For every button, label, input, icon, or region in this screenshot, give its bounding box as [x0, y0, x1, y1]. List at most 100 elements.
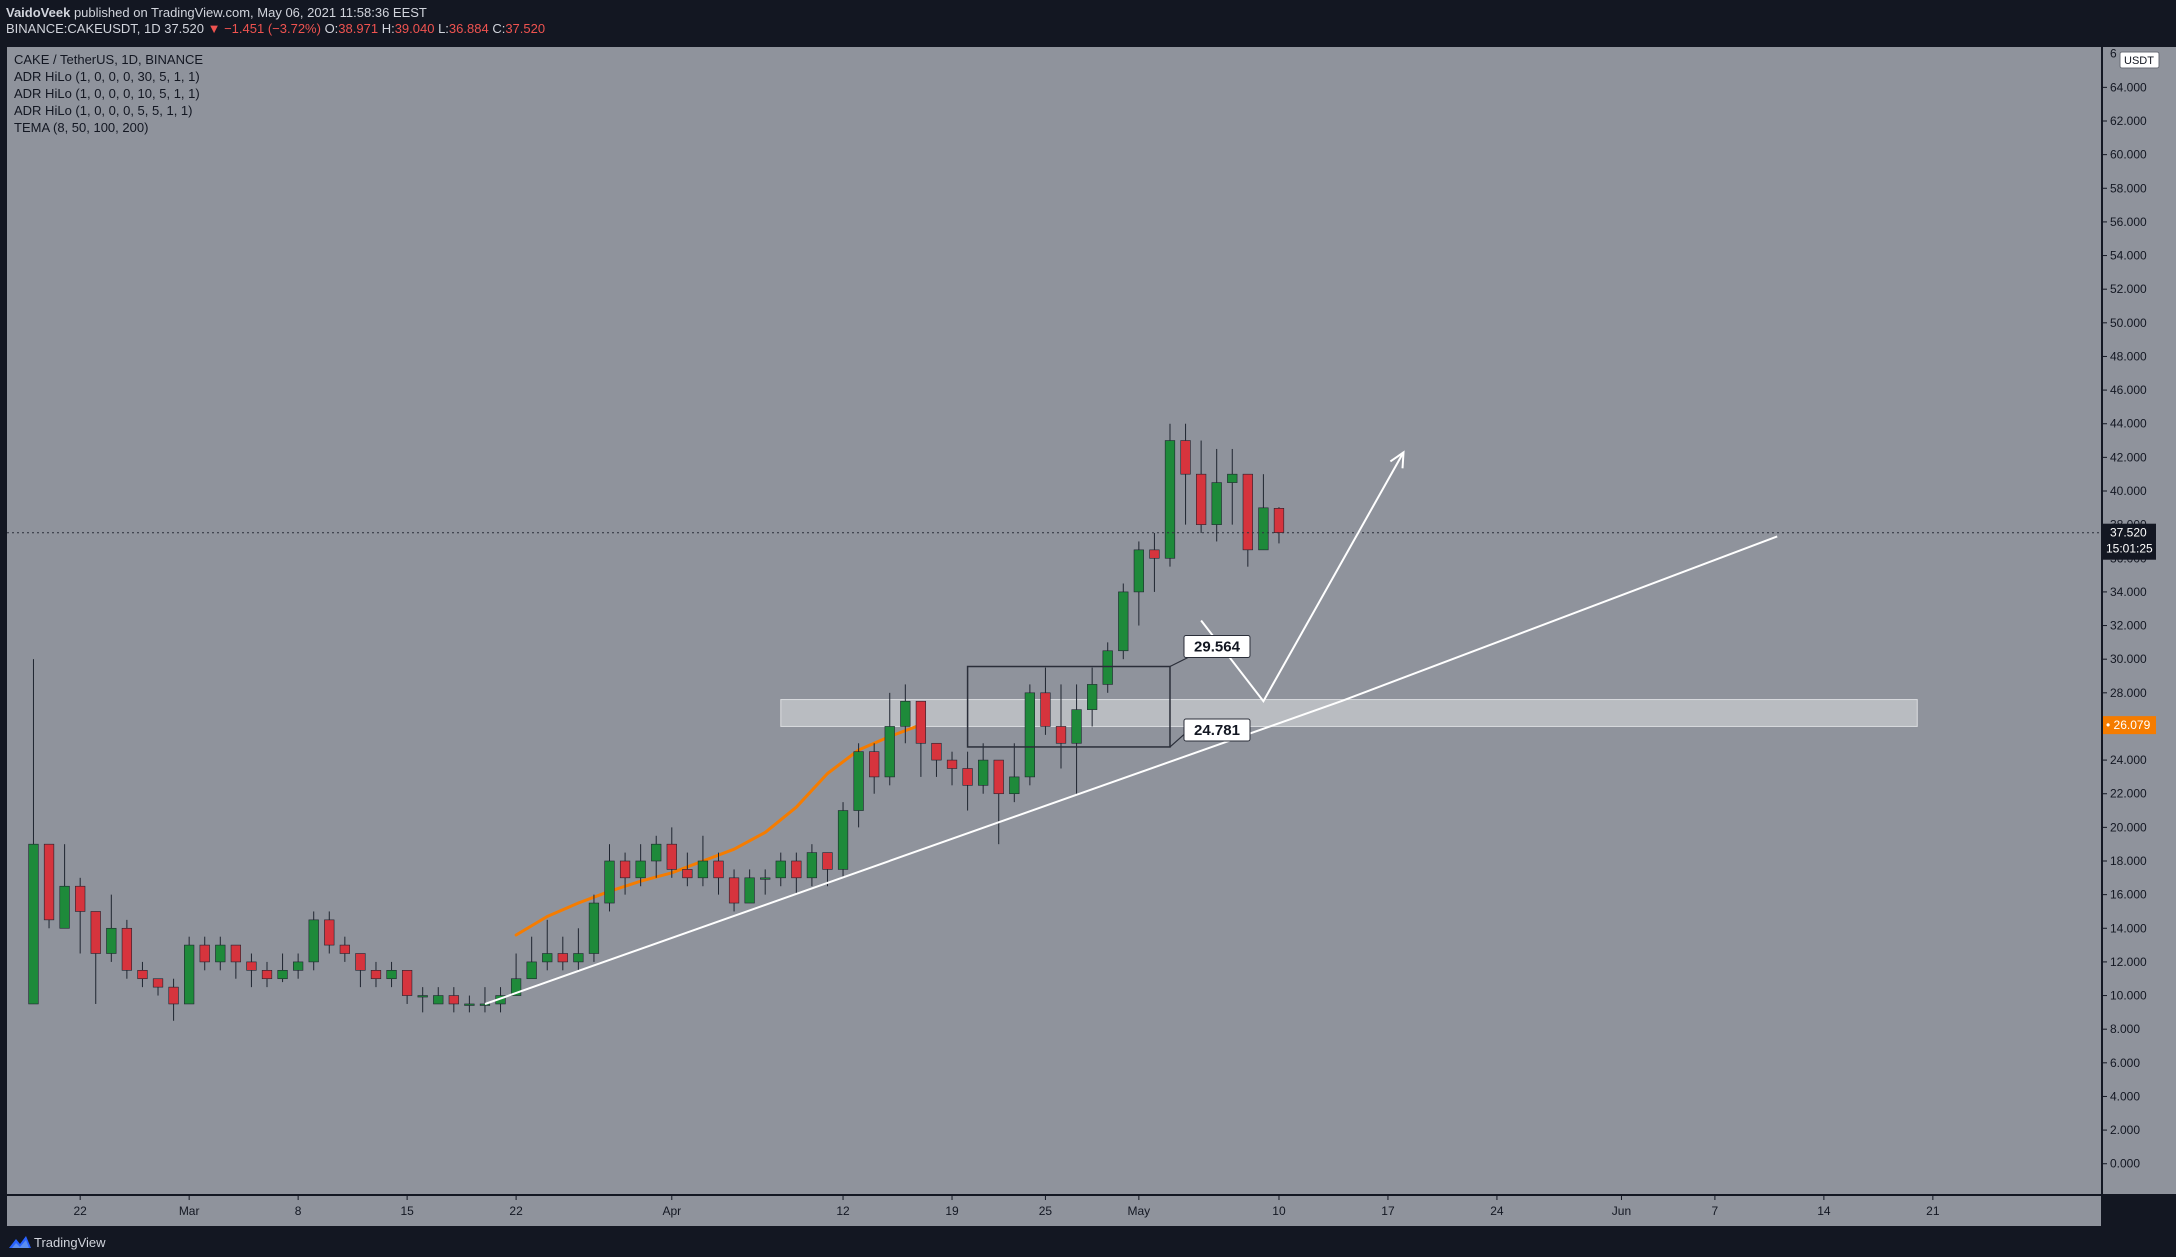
candle[interactable] [837, 802, 849, 878]
candle[interactable] [853, 743, 864, 828]
candle[interactable] [1195, 440, 1207, 534]
price-callout[interactable]: 29.564 [1169, 635, 1251, 668]
legend-indicator[interactable]: ADR HiLo (1, 0, 0, 0, 10, 5, 1, 1) [14, 86, 200, 101]
candle[interactable] [152, 978, 164, 996]
candle[interactable] [1118, 583, 1129, 660]
candle[interactable] [246, 953, 257, 988]
candle[interactable] [604, 844, 615, 912]
trendline[interactable] [484, 535, 1778, 1005]
candle[interactable] [978, 743, 989, 794]
candle[interactable] [697, 835, 709, 887]
candle[interactable] [106, 894, 117, 962]
candle[interactable] [401, 970, 413, 1004]
candle[interactable] [1071, 684, 1082, 794]
candle[interactable] [168, 978, 179, 1021]
candle[interactable] [1055, 684, 1067, 769]
candle[interactable] [915, 700, 927, 777]
candle[interactable] [464, 995, 475, 1013]
candle[interactable] [744, 869, 755, 904]
candle[interactable] [59, 844, 70, 929]
candle[interactable] [43, 843, 55, 929]
time-axis[interactable] [7, 1196, 2101, 1226]
candle[interactable] [713, 852, 724, 895]
candle[interactable] [946, 751, 958, 786]
candle[interactable] [557, 936, 568, 971]
candle[interactable] [1164, 423, 1176, 567]
candle[interactable] [573, 928, 584, 971]
candle[interactable] [448, 987, 459, 1013]
candle[interactable] [635, 844, 646, 887]
candle[interactable] [869, 743, 880, 794]
candle[interactable] [542, 919, 553, 971]
candle[interactable] [293, 953, 304, 979]
candle[interactable] [666, 827, 677, 878]
x-tick-label: 12 [836, 1204, 850, 1218]
candle[interactable] [277, 953, 288, 983]
candle[interactable] [962, 751, 973, 811]
candle[interactable] [28, 659, 39, 1005]
footer-brand[interactable]: TradingView [34, 1235, 106, 1250]
candle[interactable] [215, 936, 226, 971]
price-callout[interactable]: 24.781 [1169, 718, 1251, 748]
candle[interactable] [324, 911, 335, 954]
candle[interactable] [308, 911, 319, 971]
legend-symbol[interactable]: CAKE / TetherUS, 1D, BINANCE [14, 52, 203, 67]
candle[interactable] [261, 961, 273, 988]
candle[interactable] [417, 987, 428, 1013]
candle[interactable] [355, 953, 366, 988]
candle[interactable] [1087, 667, 1098, 727]
candle[interactable] [510, 953, 522, 996]
range-box[interactable] [966, 665, 1171, 748]
candle[interactable] [1102, 642, 1113, 693]
candle[interactable] [791, 852, 802, 895]
candle[interactable] [1211, 448, 1222, 542]
candle[interactable] [75, 877, 86, 954]
last-price-tag[interactable]: 37.520 15:01:25 [2103, 523, 2156, 560]
author-name[interactable]: VaidoVeek [6, 5, 71, 20]
candle[interactable] [682, 852, 693, 887]
candle[interactable] [184, 936, 195, 1005]
tema-price-tag[interactable]: • 26.079 [2103, 716, 2156, 735]
candle[interactable] [386, 961, 397, 988]
candle[interactable] [433, 987, 444, 1005]
candle[interactable] [1040, 667, 1051, 735]
candle[interactable] [900, 684, 911, 744]
legend-indicator[interactable]: TEMA (8, 50, 100, 200) [14, 120, 148, 135]
candle[interactable] [479, 987, 491, 1013]
candle[interactable] [137, 961, 148, 988]
candle[interactable] [651, 835, 662, 878]
candle[interactable] [526, 936, 537, 980]
plot-pane[interactable] [7, 47, 2101, 1194]
candle[interactable] [728, 869, 740, 912]
candle[interactable] [619, 852, 631, 895]
candle[interactable] [931, 742, 942, 777]
candle[interactable] [339, 936, 350, 962]
candle[interactable] [121, 919, 133, 979]
support-zone[interactable] [780, 699, 1918, 727]
candle[interactable] [822, 852, 833, 887]
currency-badge[interactable]: USDT [2119, 51, 2160, 69]
tradingview-logo-icon[interactable] [8, 1234, 32, 1250]
candle[interactable] [884, 692, 895, 786]
legend-indicator[interactable]: ADR HiLo (1, 0, 0, 0, 5, 5, 1, 1) [14, 103, 192, 118]
candle[interactable] [1009, 743, 1020, 803]
candle[interactable] [1180, 423, 1191, 525]
candle[interactable] [199, 936, 210, 971]
candle[interactable] [760, 869, 771, 895]
candle[interactable] [1258, 474, 1269, 551]
candle[interactable] [370, 961, 382, 988]
candle[interactable] [1149, 533, 1160, 592]
candle[interactable] [775, 852, 786, 887]
candle[interactable] [1242, 473, 1253, 567]
candle[interactable] [230, 944, 241, 979]
candle[interactable] [993, 759, 1004, 845]
candle[interactable] [90, 911, 101, 1004]
price-chart[interactable]: 0.000 2.000 4.000 6.000 8.000 10.000 12.000 14.… [0, 40, 2176, 1228]
price-axis[interactable] [2103, 47, 2176, 1194]
candle[interactable] [1024, 684, 1035, 786]
legend-indicator[interactable]: ADR HiLo (1, 0, 0, 0, 30, 5, 1, 1) [14, 69, 200, 84]
candle[interactable] [806, 844, 818, 887]
candle[interactable] [1227, 448, 1238, 525]
candle[interactable] [588, 894, 600, 962]
candle[interactable] [1133, 541, 1144, 626]
